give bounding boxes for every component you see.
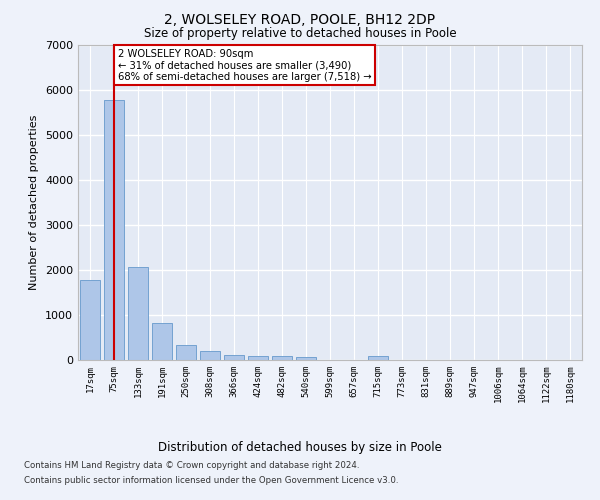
Bar <box>176 344 196 360</box>
Bar <box>368 356 388 360</box>
Bar <box>296 357 316 360</box>
Bar <box>272 356 292 360</box>
Text: Contains public sector information licensed under the Open Government Licence v3: Contains public sector information licen… <box>24 476 398 485</box>
Text: Contains HM Land Registry data © Crown copyright and database right 2024.: Contains HM Land Registry data © Crown c… <box>24 461 359 470</box>
Y-axis label: Number of detached properties: Number of detached properties <box>29 115 40 290</box>
Text: Size of property relative to detached houses in Poole: Size of property relative to detached ho… <box>143 28 457 40</box>
Bar <box>248 356 268 360</box>
Text: Distribution of detached houses by size in Poole: Distribution of detached houses by size … <box>158 441 442 454</box>
Text: 2, WOLSELEY ROAD, POOLE, BH12 2DP: 2, WOLSELEY ROAD, POOLE, BH12 2DP <box>164 12 436 26</box>
Text: 2 WOLSELEY ROAD: 90sqm
← 31% of detached houses are smaller (3,490)
68% of semi-: 2 WOLSELEY ROAD: 90sqm ← 31% of detached… <box>118 48 371 82</box>
Bar <box>104 100 124 360</box>
Bar <box>152 323 172 360</box>
Bar <box>224 355 244 360</box>
Bar <box>200 352 220 360</box>
Bar <box>128 268 148 360</box>
Bar <box>80 280 100 360</box>
